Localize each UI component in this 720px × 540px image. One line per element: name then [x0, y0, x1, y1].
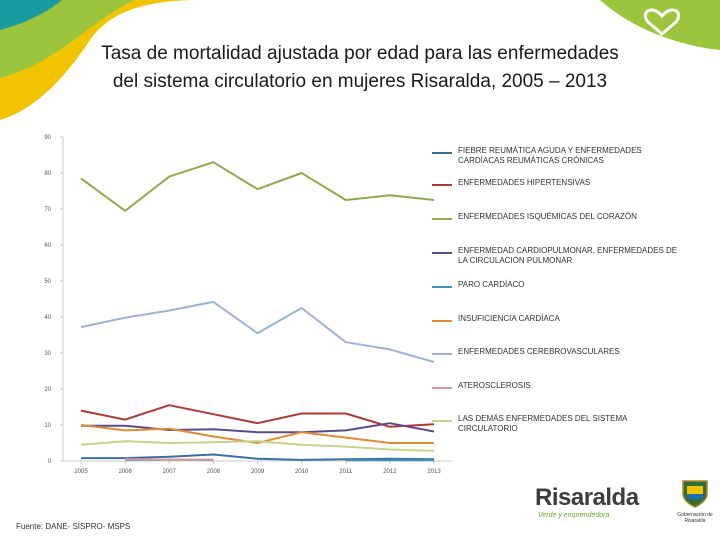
legend-label: ENFERMEDADES ISQUÉMICAS DEL CORAZÓN	[458, 212, 637, 221]
legend-swatch	[432, 387, 452, 389]
y-tick-label: 20	[44, 387, 51, 393]
legend-label: INSUFICIENCIA CARDÍACA	[458, 314, 560, 323]
line-chart: 0 10 20 30 40 50 60 70 80 90 2005 2006 2007 2008 2009 2…	[44, 135, 452, 475]
series-line-6	[80, 424, 434, 444]
legend-label: PARO CARDÍACO	[458, 280, 525, 289]
y-tick-label: 0	[48, 459, 52, 465]
title-line-1: Tasa de mortalidad ajustada por edad par…	[101, 43, 619, 64]
heart-icon	[643, 8, 681, 36]
legend-label: ENFERMEDADES CEREBROVASCULARES	[458, 347, 620, 356]
x-tick-label: 2006	[118, 469, 132, 475]
x-tick-label: 2005	[74, 469, 88, 475]
title-line-2: del sistema circulatorio en mujeres Risa…	[112, 71, 608, 92]
y-tick-label: 50	[44, 279, 51, 285]
legend-swatch	[432, 184, 452, 186]
chart-series	[80, 161, 435, 462]
legend-swatch	[432, 286, 452, 288]
y-tick-label: 70	[44, 207, 51, 213]
x-tick-label: 2012	[383, 469, 397, 475]
series-line-7	[80, 300, 435, 363]
legend-swatch	[432, 252, 452, 254]
legend-label: ENFERMEDADES HIPERTENSIVAS	[458, 178, 591, 187]
legend-label: ATEROSCLEROSIS	[458, 381, 531, 390]
brand-logo-text: Risaralda	[535, 484, 639, 511]
x-tick-label: 2011	[339, 469, 353, 475]
green-wave	[0, 0, 135, 78]
chart-grid	[60, 136, 435, 464]
legend-swatch	[432, 218, 452, 220]
y-tick-label: 10	[44, 423, 51, 429]
series-line-9	[80, 440, 435, 452]
brand-tagline: Verde y emprendedora	[538, 512, 610, 519]
header-decoration	[0, 0, 720, 120]
legend-swatch	[432, 420, 452, 422]
series-line-3	[80, 161, 435, 212]
legend-label: FIEBRE REUMÁTICA AGUDA Y ENFERMEDADES CA…	[458, 146, 642, 165]
y-tick-label: 40	[44, 315, 51, 321]
legend-swatch	[432, 353, 452, 355]
y-tick-label: 30	[44, 351, 51, 357]
government-seal-icon	[682, 480, 708, 508]
legend-label: ENFERMEDAD CARDIOPULMONAR, ENFERMEDADES …	[458, 246, 678, 265]
x-tick-label: 2013	[427, 469, 441, 475]
series-line-4	[81, 422, 435, 434]
legend-swatch	[432, 152, 452, 154]
y-tick-label: 60	[44, 243, 51, 249]
x-tick-label: 2009	[251, 469, 265, 475]
x-tick-label: 2007	[163, 469, 177, 475]
page-title: Tasa de mortalidad ajustada por edad par…	[0, 40, 720, 96]
y-tick-label: 80	[44, 171, 51, 177]
series-line-2	[80, 404, 435, 428]
series-line-1	[81, 453, 435, 461]
seal-caption: Gobernación de Risaralda	[677, 512, 713, 524]
right-green-swirl	[600, 0, 720, 50]
legend-label: LAS DEMÁS ENFERMEDADES DEL SISTEMA CIRCU…	[458, 414, 628, 433]
teal-wave	[0, 0, 62, 30]
legend-swatch	[432, 320, 452, 322]
y-tick-label: 90	[44, 135, 51, 141]
x-tick-label: 2008	[207, 469, 221, 475]
x-tick-label: 2010	[295, 469, 309, 475]
source-note: Fuente: DANE- SISPRO- MSPS	[16, 522, 131, 531]
